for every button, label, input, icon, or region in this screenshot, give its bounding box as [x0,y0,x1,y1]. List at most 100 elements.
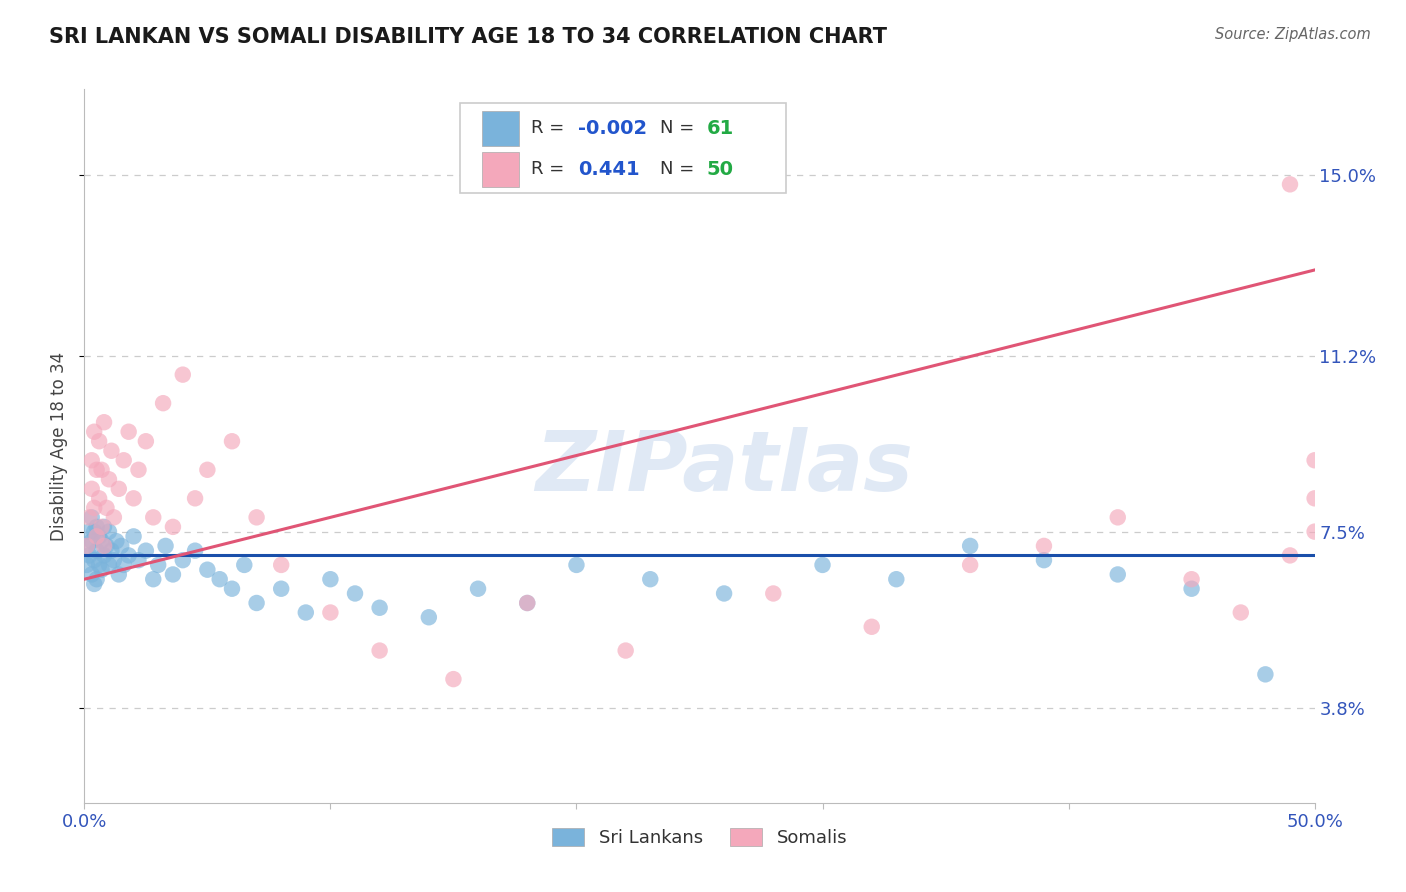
Point [100,543,122,558]
Point [90,463,112,477]
Point [319,572,342,586]
Point [118,425,141,439]
Point [108,567,131,582]
Point [86,463,108,477]
Point [860,620,883,634]
Point [76,558,98,572]
Point [76,539,98,553]
Point [713,586,735,600]
Point [1181,572,1204,586]
Point [197,563,219,577]
Point [80,534,103,549]
Point [221,582,243,596]
Point [128,463,150,477]
Point [319,606,342,620]
Point [87,434,111,449]
Text: N =: N = [661,161,700,178]
Point [142,572,165,586]
Point [135,543,157,558]
Point [83,524,105,539]
Legend: Sri Lankans, Somalis: Sri Lankans, Somalis [544,821,855,855]
Point [959,558,981,572]
Point [83,553,105,567]
Point [87,529,111,543]
Text: 61: 61 [707,119,734,138]
Point [103,553,125,567]
Point [103,510,125,524]
Point [100,443,122,458]
Point [87,491,111,506]
Point [79,549,101,563]
Point [86,543,108,558]
Point [118,549,141,563]
Text: SRI LANKAN VS SOMALI DISABILITY AGE 18 TO 34 CORRELATION CHART: SRI LANKAN VS SOMALI DISABILITY AGE 18 T… [49,27,887,46]
Point [516,596,538,610]
Point [83,577,105,591]
Point [172,368,194,382]
Point [208,572,231,586]
Point [184,491,207,506]
Text: R =: R = [531,161,569,178]
Point [1279,178,1302,192]
Point [105,534,128,549]
Point [122,491,145,506]
Point [221,434,243,449]
Point [1229,606,1253,620]
Text: 50: 50 [707,160,734,179]
Point [76,539,98,553]
Point [148,558,170,572]
Point [80,482,103,496]
Point [418,610,440,624]
Point [172,553,194,567]
Point [122,529,145,543]
Point [233,558,256,572]
Point [762,586,785,600]
Point [142,510,165,524]
Point [811,558,834,572]
Point [295,606,318,620]
Point [1279,549,1302,563]
Point [565,558,588,572]
Point [368,643,391,657]
Text: -0.002: -0.002 [578,119,647,138]
Point [270,558,292,572]
FancyBboxPatch shape [460,103,786,193]
Point [614,643,637,657]
Point [246,510,269,524]
Point [1303,453,1326,467]
Point [1033,539,1056,553]
Point [443,672,465,686]
Point [96,539,118,553]
Text: ZIPatlas: ZIPatlas [536,427,912,508]
Point [112,453,135,467]
Point [344,586,367,600]
Point [155,539,177,553]
Point [80,567,103,582]
Point [1303,491,1326,506]
Point [1033,553,1056,567]
Point [184,543,207,558]
Bar [482,112,519,145]
Point [112,558,135,572]
Point [152,396,174,410]
Point [516,596,538,610]
Point [86,520,108,534]
Point [87,558,111,572]
Point [368,600,391,615]
Point [959,539,981,553]
Point [246,596,269,610]
Point [96,500,118,515]
Point [90,534,112,549]
Point [93,539,115,553]
Point [93,520,115,534]
Point [135,434,157,449]
Point [86,529,108,543]
Point [83,500,105,515]
Text: R =: R = [531,120,569,137]
Text: Source: ZipAtlas.com: Source: ZipAtlas.com [1215,27,1371,42]
Point [1181,582,1204,596]
Point [83,425,105,439]
Point [80,510,103,524]
Point [79,524,101,539]
Bar [482,153,519,186]
